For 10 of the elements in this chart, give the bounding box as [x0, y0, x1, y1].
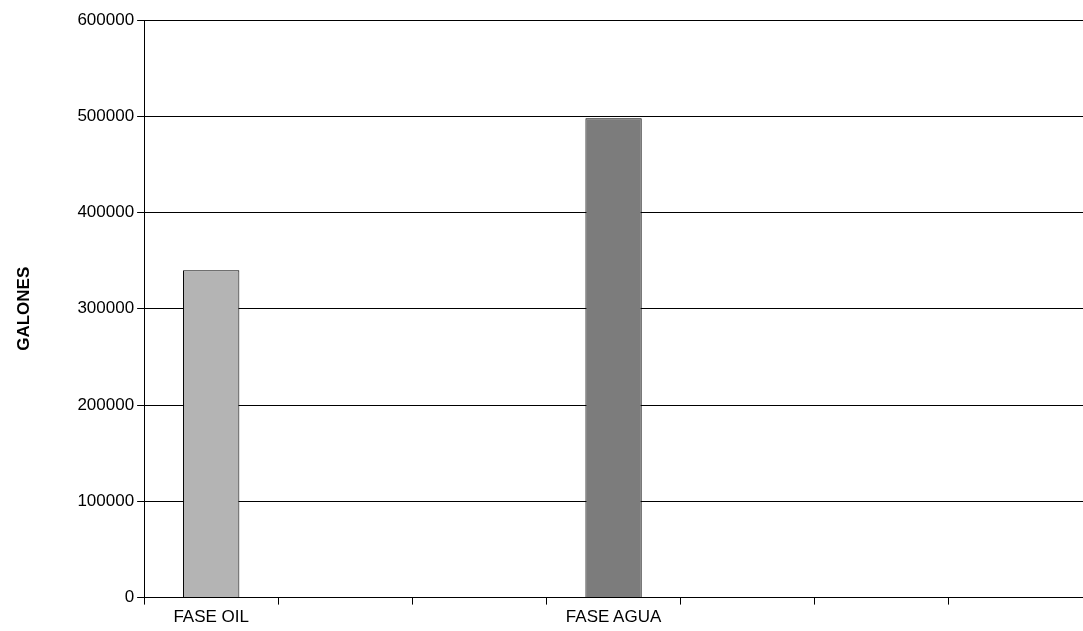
x-tick-label: FASE OIL	[173, 607, 249, 627]
y-tick-label: 300000	[77, 298, 135, 318]
y-axis-title: GALONES	[13, 266, 33, 351]
x-tick-label: FASE AGUA	[565, 607, 662, 627]
y-tick-label: 600000	[77, 9, 135, 29]
y-tick-label: 200000	[77, 394, 135, 414]
y-tick-label: 100000	[77, 491, 135, 511]
y-tick-label: 400000	[77, 202, 135, 222]
y-tick-label: 0	[124, 587, 135, 607]
y-tick-label: 500000	[77, 105, 135, 125]
